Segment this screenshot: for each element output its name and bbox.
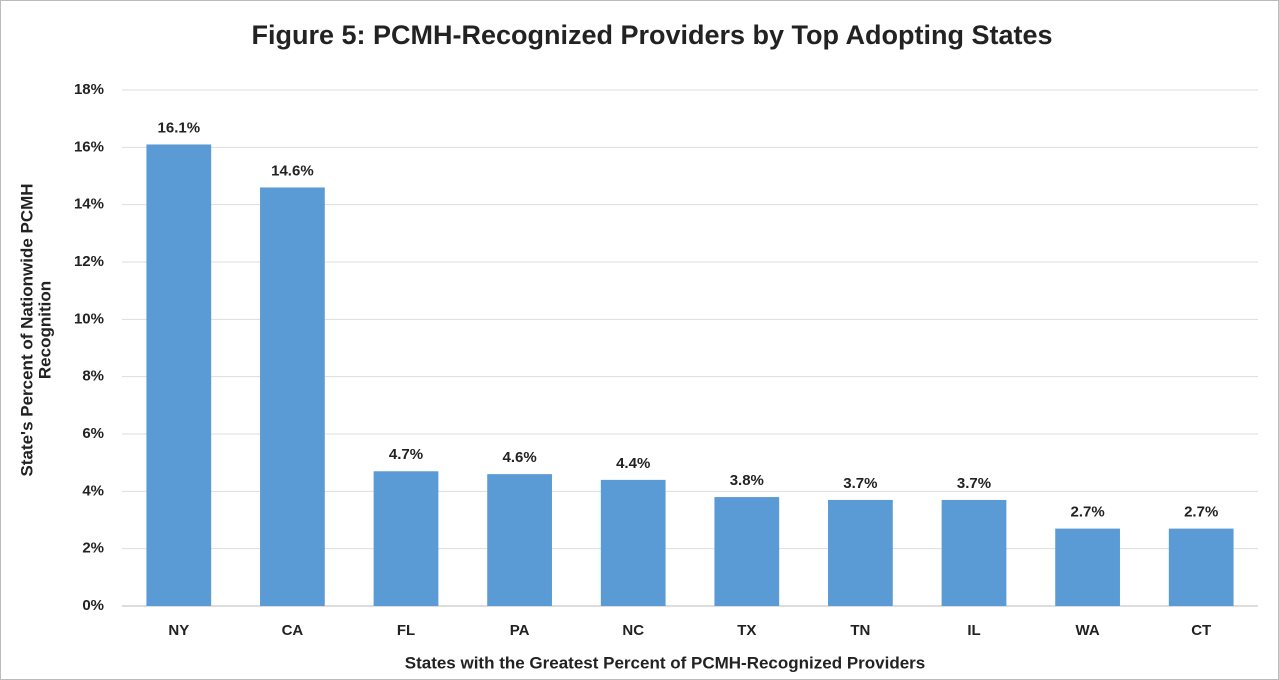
bar <box>600 479 666 606</box>
y-tick-label: 18% <box>74 81 104 98</box>
y-tick-label: 6% <box>82 425 104 442</box>
x-axis-label: States with the Greatest Percent of PCMH… <box>405 653 926 672</box>
y-tick-label: 8% <box>82 368 104 385</box>
value-label: 4.7% <box>389 446 423 463</box>
x-tick-label: WA <box>1076 622 1100 639</box>
value-label: 16.1% <box>158 119 201 136</box>
bar <box>941 499 1007 606</box>
y-axis-label-line: Recognition <box>35 281 54 379</box>
y-tick-label: 16% <box>74 138 104 155</box>
x-tick-label: NY <box>168 622 189 639</box>
y-tick-label: 2% <box>82 540 104 557</box>
value-label: 3.7% <box>843 475 877 492</box>
x-tick-label: PA <box>510 622 530 639</box>
value-label: 4.4% <box>616 455 650 472</box>
y-tick-label: 14% <box>74 196 104 213</box>
x-tick-label: CA <box>282 622 304 639</box>
bar <box>146 144 212 606</box>
y-tick-label: 4% <box>82 482 104 499</box>
y-tick-label: 0% <box>82 597 104 614</box>
x-tick-label: CT <box>1191 622 1211 639</box>
chart-title: Figure 5: PCMH-Recognized Providers by T… <box>251 20 1052 50</box>
value-label: 14.6% <box>271 162 314 179</box>
bar <box>828 499 893 606</box>
x-tick-label: TX <box>737 622 756 639</box>
value-label: 2.7% <box>1070 504 1104 521</box>
value-label: 2.7% <box>1184 504 1218 521</box>
x-tick-label: TN <box>850 622 870 639</box>
bar <box>714 497 780 606</box>
y-axis-label: State's Percent of Nationwide PCMH Recog… <box>17 183 54 476</box>
y-tick-label: 12% <box>74 253 104 270</box>
x-tick-label: FL <box>397 622 415 639</box>
y-axis-label-line: State's Percent of Nationwide PCMH <box>17 183 36 476</box>
value-label: 3.8% <box>730 472 764 489</box>
bar <box>373 471 439 606</box>
bar <box>1168 528 1234 606</box>
y-tick-label: 10% <box>74 310 104 327</box>
value-label: 3.7% <box>957 475 991 492</box>
bar <box>260 187 325 606</box>
x-tick-label: IL <box>967 622 980 639</box>
bar <box>1055 528 1120 606</box>
value-label: 4.6% <box>502 449 536 466</box>
bar <box>487 474 552 606</box>
x-tick-label: NC <box>622 622 644 639</box>
